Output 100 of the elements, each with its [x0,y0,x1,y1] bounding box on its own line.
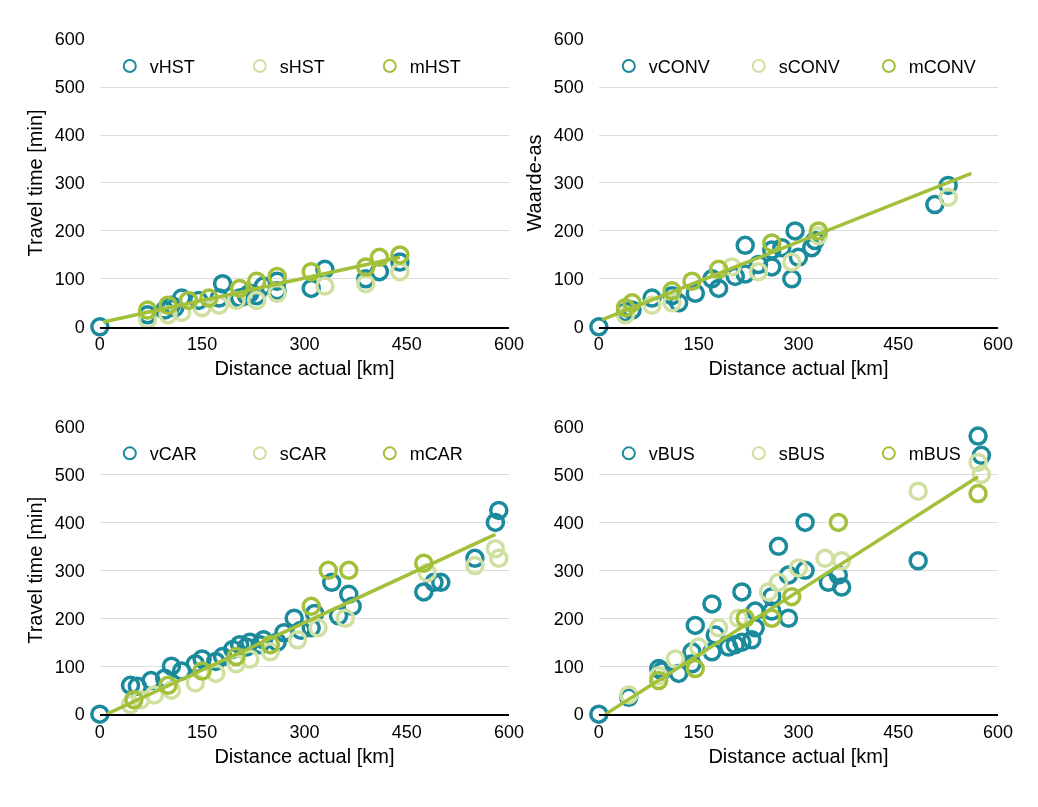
x-axis-title: Distance actual [km] [708,744,889,767]
point [968,483,988,504]
legend-label: mBUS [908,444,961,465]
point [485,512,506,533]
point [301,596,321,617]
point [968,452,988,473]
y-tick-label: 600 [553,416,584,437]
point [682,271,702,291]
x-tick-label: 300 [289,721,320,742]
y-tick-label: 400 [54,125,85,146]
y-axis-title: Waarde-as [523,134,546,232]
point [267,266,287,287]
x-axis-title: Distance actual [km] [214,357,395,380]
legend-label: vCAR [149,444,197,465]
legend-label: sCAR [279,444,327,465]
point [708,259,729,280]
point [762,233,782,253]
y-tick-label: 200 [553,608,584,629]
x-tick-label: 0 [94,721,105,742]
legend-label: vHST [149,57,195,78]
y-tick-label: 500 [54,464,85,485]
point [708,278,729,299]
point [795,512,815,533]
y-tick-label: 200 [54,221,85,242]
point [742,630,762,650]
legend-label: vBUS [648,444,695,465]
legend-label: sBUS [778,444,825,465]
y-axis-title: Travel time [min] [24,496,47,644]
point [702,594,722,614]
point [315,276,335,296]
point [782,586,802,607]
x-tick-label: 150 [683,334,714,355]
point [831,577,852,597]
x-tick-label: 150 [683,721,714,742]
point [971,464,992,485]
point [390,245,410,265]
y-tick-label: 600 [54,29,85,50]
x-tick-label: 450 [391,721,422,742]
point [287,630,308,650]
x-axis-title: Distance actual [km] [214,744,395,767]
point [246,271,267,291]
point [782,252,802,272]
y-tick-label: 0 [74,704,85,725]
legend-label: mCAR [409,444,463,465]
point [725,634,745,655]
y-tick-label: 0 [573,704,584,725]
point [226,646,246,667]
x-tick-label: 600 [983,334,1014,355]
point [369,247,390,268]
y-tick-label: 400 [553,512,584,533]
point [685,658,706,679]
point [260,634,281,655]
point [339,560,359,581]
point [808,221,829,241]
point [758,582,779,602]
point [968,426,988,446]
x-tick-label: 300 [289,334,320,355]
legend-label: mCONV [908,57,976,78]
y-tick-label: 300 [553,173,584,194]
point [212,273,233,294]
point [90,317,110,337]
point [158,675,178,696]
point [489,500,509,521]
point [788,558,809,578]
point [301,261,321,282]
point [732,582,752,602]
y-tick-label: 200 [553,221,584,242]
point [762,608,782,628]
point [748,261,769,282]
y-tick-label: 200 [54,608,85,629]
point [815,548,835,569]
point [768,536,789,557]
y-tick-label: 500 [553,464,584,485]
point [414,553,434,573]
y-tick-label: 300 [54,173,85,194]
point [828,512,849,533]
point [735,235,755,256]
x-tick-label: 450 [883,334,914,355]
x-tick-label: 150 [187,721,218,742]
legend-label: sHST [279,57,325,78]
point [782,269,802,289]
point [246,290,267,311]
y-tick-label: 0 [74,317,85,338]
point [318,560,339,581]
legend-label: mHST [409,57,461,78]
y-tick-label: 600 [553,29,584,50]
x-tick-label: 450 [391,334,422,355]
point [718,637,739,657]
point [431,572,451,593]
y-tick-label: 100 [553,656,584,677]
point [161,656,182,676]
point [90,704,110,724]
point [622,293,642,313]
point [785,221,805,241]
y-tick-label: 300 [553,560,584,581]
point [615,297,636,318]
x-tick-label: 300 [783,721,814,742]
point [908,550,928,571]
y-tick-label: 100 [54,269,85,290]
point [124,690,144,710]
